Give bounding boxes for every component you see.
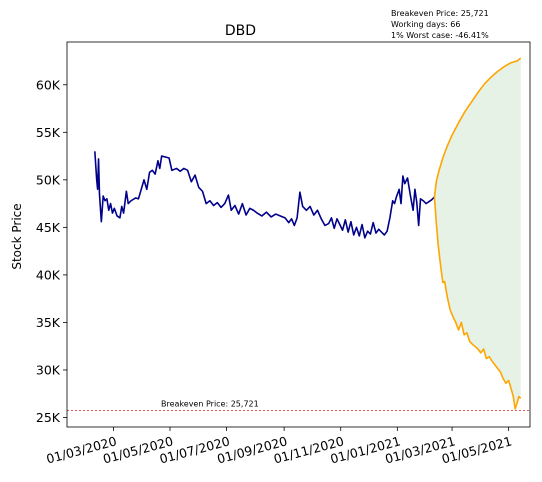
y-tick-label: 60K xyxy=(36,77,61,92)
projection-range-band xyxy=(434,58,521,409)
chart-title: DBD xyxy=(225,23,256,39)
history-price-line xyxy=(94,151,436,239)
projection-lower-line xyxy=(433,196,522,410)
y-tick-label: 35K xyxy=(36,315,61,330)
y-axis-label: Stock Price xyxy=(10,203,24,269)
y-tick-label: 30K xyxy=(36,362,61,377)
y-tick-label: 55K xyxy=(36,125,61,140)
y-axis-ticks: 25K 30K 35K 40K 45K 50K 55K 60K xyxy=(36,77,67,425)
projection-upper-line xyxy=(433,57,522,198)
info-worst-case: 1% Worst case: -46.41% xyxy=(391,31,489,40)
info-working-days: Working days: 66 xyxy=(391,20,460,29)
y-tick-label: 25K xyxy=(36,410,61,425)
y-tick-label: 50K xyxy=(36,172,61,187)
series-lines-layer xyxy=(94,57,522,410)
y-tick-label: 40K xyxy=(36,267,61,282)
projection-band-layer xyxy=(434,58,521,409)
plot-frame xyxy=(66,41,531,428)
x-axis-ticks: 01/03/202001/05/202001/07/202001/09/2020… xyxy=(45,427,513,467)
info-breakeven: Breakeven Price: 25,721 xyxy=(391,9,489,18)
y-tick-label: 45K xyxy=(36,220,61,235)
breakeven-label: Breakeven Price: 25,721 xyxy=(161,400,259,409)
